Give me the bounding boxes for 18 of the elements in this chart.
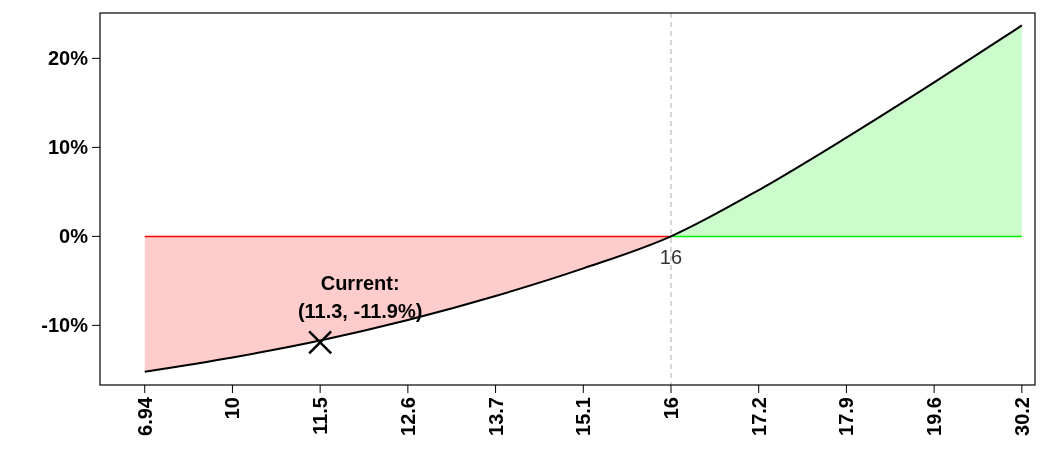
x-tick-label: 17.9: [835, 397, 858, 436]
x-tick-label: 30.2: [1010, 397, 1033, 436]
x-tick-label: 13.7: [484, 397, 507, 436]
x-tick-label: 17.2: [747, 397, 770, 436]
x-tick-label: 16: [660, 397, 682, 420]
y-tick-label: -10%: [41, 314, 89, 337]
y-tick-label: 20%: [47, 47, 89, 70]
x-tick-label: 19.6: [923, 397, 946, 436]
x-tick-label: 6.94: [133, 396, 156, 436]
x-tick-label: 10: [221, 397, 244, 420]
ref-line-label: 16: [659, 246, 683, 269]
y-tick-label: 10%: [47, 136, 89, 159]
line-series: [143, 24, 1023, 373]
x-tick-label: 15.1: [572, 397, 595, 436]
x-tick-label: 12.6: [396, 397, 419, 436]
annotation: Current: (11.3, -11.9%): [297, 272, 423, 323]
y-tick-label: 0%: [59, 225, 89, 248]
x-tick-label: 11.5: [309, 397, 332, 435]
